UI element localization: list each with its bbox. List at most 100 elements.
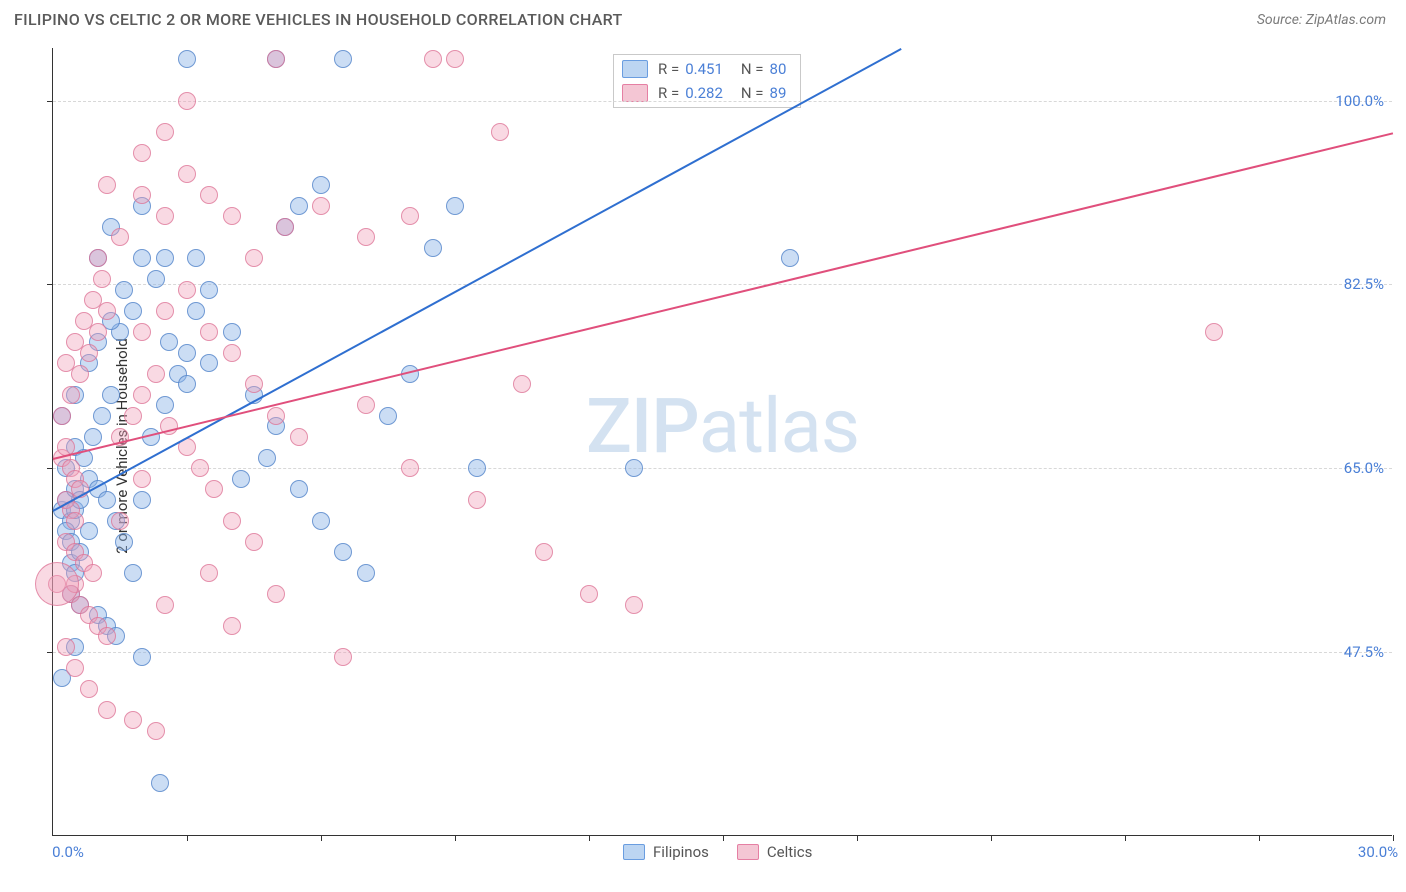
grid-line xyxy=(53,468,1392,469)
scatter-point xyxy=(535,543,553,561)
scatter-point xyxy=(625,596,643,614)
scatter-point xyxy=(124,564,142,582)
scatter-point xyxy=(379,407,397,425)
series-name: Filipinos xyxy=(653,843,709,861)
scatter-point xyxy=(124,407,142,425)
scatter-point xyxy=(66,659,84,677)
chart-title: FILIPINO VS CELTIC 2 OR MORE VEHICLES IN… xyxy=(14,10,623,29)
scatter-point xyxy=(424,239,442,257)
scatter-point xyxy=(223,207,241,225)
scatter-point xyxy=(115,281,133,299)
scatter-point xyxy=(267,585,285,603)
scatter-point xyxy=(245,249,263,267)
x-tick-label: 0.0% xyxy=(52,843,84,861)
scatter-point xyxy=(200,354,218,372)
scatter-point xyxy=(57,638,75,656)
scatter-point xyxy=(290,480,308,498)
scatter-point xyxy=(84,564,102,582)
scatter-point xyxy=(267,50,285,68)
scatter-point xyxy=(424,50,442,68)
legend-swatch xyxy=(622,60,648,78)
y-tick-label: 100.0% xyxy=(1335,92,1384,110)
legend-swatch xyxy=(623,844,645,860)
scatter-point xyxy=(468,459,486,477)
scatter-point xyxy=(334,543,352,561)
scatter-point xyxy=(151,774,169,792)
correlation-row: R =0.451N =80 xyxy=(614,57,800,81)
scatter-point xyxy=(191,459,209,477)
y-tick xyxy=(47,284,53,285)
scatter-point xyxy=(290,197,308,215)
scatter-point xyxy=(93,407,111,425)
x-tick xyxy=(1125,835,1126,841)
r-value: 0.451 xyxy=(685,60,723,78)
x-tick xyxy=(589,835,590,841)
scatter-point xyxy=(62,386,80,404)
series-legend-item: Celtics xyxy=(737,843,813,861)
scatter-point xyxy=(147,270,165,288)
scatter-point xyxy=(205,480,223,498)
r-label: R = xyxy=(658,84,679,102)
scatter-point xyxy=(133,386,151,404)
scatter-point xyxy=(446,50,464,68)
scatter-point xyxy=(258,449,276,467)
series-name: Celtics xyxy=(767,843,813,861)
scatter-point xyxy=(187,302,205,320)
x-tick xyxy=(991,835,992,841)
y-tick-label: 47.5% xyxy=(1344,643,1384,661)
scatter-point xyxy=(491,123,509,141)
scatter-point xyxy=(156,249,174,267)
series-legend-item: Filipinos xyxy=(623,843,709,861)
scatter-point xyxy=(334,648,352,666)
scatter-point xyxy=(84,291,102,309)
scatter-point xyxy=(133,323,151,341)
scatter-point xyxy=(98,176,116,194)
scatter-point xyxy=(160,333,178,351)
n-label: N = xyxy=(741,60,764,78)
scatter-point xyxy=(334,50,352,68)
scatter-point xyxy=(178,165,196,183)
scatter-point xyxy=(124,711,142,729)
scatter-point xyxy=(133,491,151,509)
grid-line xyxy=(53,284,1392,285)
scatter-point xyxy=(66,333,84,351)
scatter-point xyxy=(98,627,116,645)
chart-area: ZIPatlas R =0.451N =80R =0.282N =89 Fili… xyxy=(52,48,1392,836)
scatter-point xyxy=(156,207,174,225)
scatter-point xyxy=(178,92,196,110)
scatter-point xyxy=(232,470,250,488)
scatter-point xyxy=(223,617,241,635)
n-value: 80 xyxy=(770,60,787,78)
scatter-point xyxy=(98,701,116,719)
n-value: 89 xyxy=(770,84,787,102)
scatter-point xyxy=(200,564,218,582)
x-tick xyxy=(321,835,322,841)
y-tick xyxy=(47,101,53,102)
scatter-point xyxy=(276,218,294,236)
scatter-point xyxy=(133,249,151,267)
y-tick-label: 65.0% xyxy=(1344,459,1384,477)
scatter-point xyxy=(446,197,464,215)
scatter-point xyxy=(468,491,486,509)
scatter-point xyxy=(102,386,120,404)
x-tick xyxy=(1259,835,1260,841)
x-tick-label: 30.0% xyxy=(1358,843,1398,861)
scatter-point xyxy=(178,281,196,299)
scatter-point xyxy=(111,228,129,246)
scatter-point xyxy=(245,375,263,393)
source-label: Source: ZipAtlas.com xyxy=(1257,12,1386,28)
scatter-point xyxy=(1205,323,1223,341)
scatter-point xyxy=(93,270,111,288)
n-label: N = xyxy=(741,84,764,102)
scatter-point xyxy=(53,407,71,425)
scatter-point xyxy=(267,407,285,425)
r-value: 0.282 xyxy=(685,84,723,102)
scatter-point xyxy=(245,533,263,551)
scatter-point xyxy=(357,228,375,246)
scatter-point xyxy=(781,249,799,267)
x-tick xyxy=(1393,835,1394,841)
series-legend: Filipinos Celtics xyxy=(623,843,812,861)
scatter-point xyxy=(156,302,174,320)
scatter-point xyxy=(357,396,375,414)
scatter-point xyxy=(223,344,241,362)
